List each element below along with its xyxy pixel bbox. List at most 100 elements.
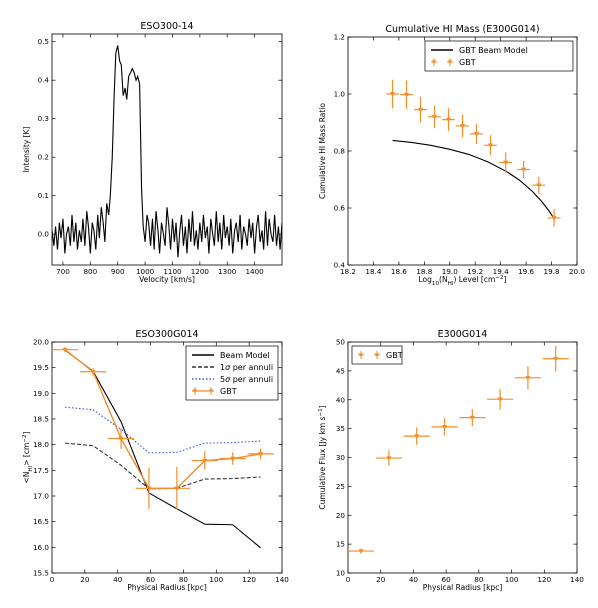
y-tick-label: 30 bbox=[336, 453, 346, 462]
x-tick-label: 40 bbox=[409, 575, 419, 584]
series-gbt bbox=[52, 347, 274, 510]
data-point bbox=[414, 434, 420, 439]
y-tick-label: 15.5 bbox=[33, 569, 49, 578]
x-tick-label: 120 bbox=[537, 575, 551, 584]
data-point bbox=[487, 143, 494, 149]
x-tick-label: 80 bbox=[474, 575, 484, 584]
x-tick-label: 19.6 bbox=[518, 267, 534, 276]
x-tick-label: 800 bbox=[83, 267, 97, 276]
x-tick-label: 140 bbox=[275, 575, 289, 584]
x-tick-label: 19.0 bbox=[442, 267, 458, 276]
data-point bbox=[174, 486, 180, 492]
panel-column-density-profile: 0 20 40 60 80 100 120 140 15.5 16.0 16.5 17.0 17.5 18… bbox=[22, 329, 289, 592]
legend-swatch-marker bbox=[447, 60, 453, 65]
data-point bbox=[431, 115, 438, 120]
series-line bbox=[52, 45, 282, 258]
x-tick-label: 60 bbox=[442, 575, 452, 584]
y-tick-label: 16.5 bbox=[33, 517, 49, 526]
y-axis-label: Cumulative Flux [Jy km s−1] bbox=[318, 405, 327, 509]
data-point bbox=[459, 124, 466, 129]
x-tick-label: 140 bbox=[570, 575, 584, 584]
data-point bbox=[441, 425, 448, 430]
x-axis-label: Log10(NHI) Level [cm−2] bbox=[419, 275, 507, 287]
x-tick-label: 18.6 bbox=[391, 267, 407, 276]
data-point bbox=[90, 369, 96, 375]
y-tick-label: 16.0 bbox=[33, 543, 49, 552]
data-layer bbox=[52, 45, 282, 258]
x-tick-label: 0 bbox=[50, 575, 55, 584]
x-tick-label: 80 bbox=[179, 575, 189, 584]
plot-frame bbox=[347, 36, 578, 266]
x-tick-label: 700 bbox=[56, 267, 70, 276]
data-point bbox=[445, 117, 452, 123]
data-layer bbox=[386, 79, 561, 227]
legend-swatch-marker bbox=[374, 353, 380, 358]
data-point bbox=[386, 456, 392, 461]
data-point bbox=[536, 183, 542, 189]
series-5-per-annuli bbox=[65, 406, 261, 454]
y-tick-label: 0.6 bbox=[334, 204, 346, 213]
panel-spectrum: 700 800 900 1000 1100 1200 1300 1400 0.0 0.1 0.2 0.… bbox=[22, 21, 283, 284]
y-tick-label: 15 bbox=[336, 540, 345, 549]
series-beam-model bbox=[64, 349, 261, 549]
x-tick-label: 20.0 bbox=[569, 267, 585, 276]
chart-title: Cumulative HI Mass (E300G014) bbox=[385, 24, 539, 35]
x-axis-label: Physical Radius [kpc] bbox=[127, 583, 207, 592]
y-tick-label: 17.0 bbox=[33, 492, 49, 501]
data-layer bbox=[348, 346, 569, 554]
x-tick-label: 1300 bbox=[218, 267, 237, 276]
y-tick-label: 0.2 bbox=[38, 153, 49, 162]
chart-title: ESO300G014 bbox=[135, 329, 198, 340]
data-point bbox=[358, 549, 364, 554]
y-tick-label: 50 bbox=[336, 338, 346, 347]
data-point bbox=[146, 486, 152, 492]
y-tick-label: 0.1 bbox=[38, 191, 49, 200]
y-tick-label: 20.0 bbox=[33, 338, 49, 347]
series-gbt-beam-model bbox=[392, 139, 555, 220]
series-line bbox=[65, 406, 261, 454]
plot-frame bbox=[51, 33, 283, 266]
y-tick-label: 10 bbox=[336, 569, 346, 578]
legend-swatch-marker bbox=[192, 389, 198, 394]
y-tick-label: 0.4 bbox=[38, 76, 50, 85]
y-axis-label: Cumulative HI Mass Ratio bbox=[318, 103, 327, 199]
y-tick-label: 0.5 bbox=[38, 37, 49, 46]
series-line bbox=[392, 139, 555, 220]
series-gbt bbox=[386, 79, 561, 227]
data-point bbox=[257, 452, 264, 457]
data-point bbox=[469, 415, 475, 421]
x-tick-label: 18.8 bbox=[416, 267, 432, 276]
data-point bbox=[525, 376, 531, 381]
chart-title: E300G014 bbox=[438, 329, 488, 340]
y-tick-label: 0.4 bbox=[334, 261, 346, 270]
y-tick-label: 19.0 bbox=[33, 389, 49, 398]
x-axis-label: Velocity [km/s] bbox=[139, 275, 195, 284]
legend-swatch-marker bbox=[208, 389, 214, 394]
y-tick-label: 1.0 bbox=[334, 90, 346, 99]
y-tick-label: 18.0 bbox=[33, 440, 49, 449]
data-point bbox=[230, 456, 236, 462]
y-axis-label: Intensity [K] bbox=[22, 127, 31, 173]
y-tick-label: 1.2 bbox=[334, 33, 345, 42]
x-tick-label: 18.2 bbox=[340, 267, 356, 276]
data-point bbox=[497, 397, 503, 402]
data-point bbox=[202, 458, 208, 464]
data-layer bbox=[52, 347, 274, 549]
x-tick-label: 60 bbox=[146, 575, 156, 584]
x-tick-label: 19.8 bbox=[544, 267, 560, 276]
data-point bbox=[403, 92, 410, 98]
legend-label: Beam Model bbox=[220, 351, 270, 360]
series-spectrum bbox=[52, 45, 282, 258]
panel-cumulative-flux: 0 20 40 60 80 100 120 140 10 15 20 25 30 35 40 45 50 E300… bbox=[318, 329, 584, 592]
legend-swatch-marker bbox=[358, 353, 364, 358]
legend-label: GBT bbox=[459, 58, 476, 67]
data-point bbox=[553, 356, 559, 362]
y-axis-label: <NHI> [cm−2] bbox=[22, 431, 34, 483]
data-point bbox=[473, 132, 480, 137]
x-tick-label: 19.4 bbox=[493, 267, 509, 276]
x-tick-label: 1400 bbox=[245, 267, 264, 276]
y-tick-label: 0.0 bbox=[38, 230, 50, 239]
x-tick-label: 100 bbox=[209, 575, 223, 584]
legend: Beam Model 1σ per annuli 5σ per annuli GBT bbox=[185, 345, 279, 401]
